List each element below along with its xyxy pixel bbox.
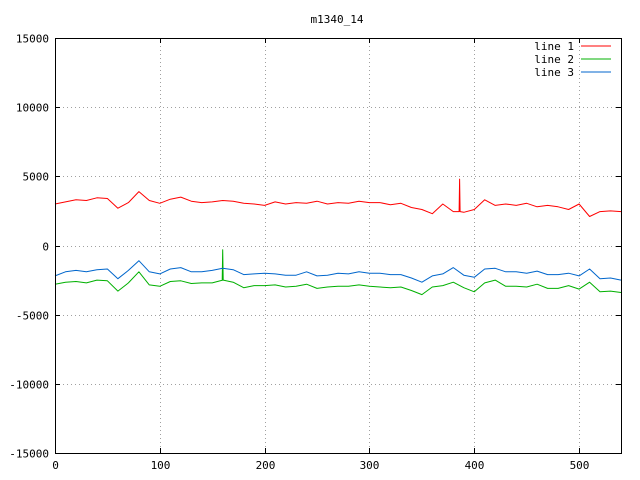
x-tick-label: 300 (360, 459, 380, 472)
x-tick-label: 0 (52, 459, 59, 472)
y-tick-label: -10000 (9, 379, 49, 392)
y-tick-label: 10000 (16, 102, 49, 115)
series-layer (54, 178, 622, 296)
chart-title: m1340_14 (311, 13, 364, 26)
plot-frame (55, 38, 622, 454)
y-tick-label: 15000 (16, 33, 49, 46)
x-tick-label: 400 (465, 459, 485, 472)
y-tick-label: 0 (42, 241, 49, 254)
x-tick-label: 500 (570, 459, 590, 472)
legend-label: line 3 (534, 66, 574, 79)
x-tick-label: 200 (256, 459, 276, 472)
legend-label: line 1 (534, 40, 574, 53)
series-line-3 (54, 260, 622, 283)
y-tick-label: -5000 (16, 310, 49, 323)
grid-layer (55, 38, 621, 453)
y-tick-label: 5000 (23, 171, 50, 184)
legend-label: line 2 (534, 53, 574, 66)
tick-layer: 0 100 200 300 400 500 -15000 -10000 -5000 0 5000 10… (9, 33, 621, 472)
series-line-1 (54, 178, 622, 217)
y-tick-label: -15000 (9, 448, 49, 461)
series-line-2 (54, 249, 622, 296)
x-tick-label: 100 (151, 459, 171, 472)
